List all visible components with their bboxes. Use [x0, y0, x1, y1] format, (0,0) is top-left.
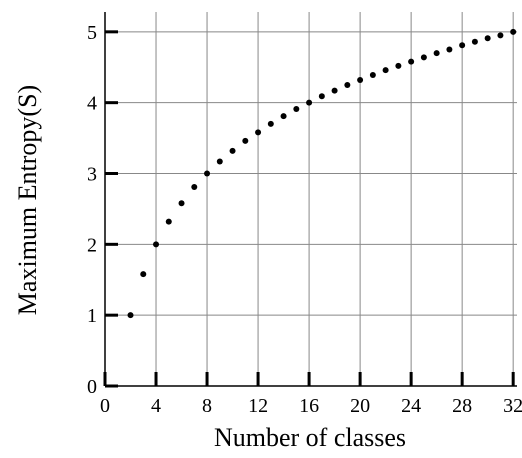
y-tick-label: 3 — [87, 164, 97, 186]
x-tick-label: 16 — [299, 395, 319, 417]
y-tick-label: 1 — [87, 305, 97, 327]
x-tick-label: 8 — [202, 395, 212, 417]
y-axis-label: Maximum Entropy(S) — [13, 85, 42, 315]
x-tick-label: 0 — [100, 395, 110, 417]
x-tick-label: 28 — [452, 395, 472, 417]
point — [229, 147, 236, 154]
point — [357, 77, 364, 83]
x-tick-label: 12 — [248, 395, 268, 417]
x-tick-label: 4 — [151, 395, 161, 417]
point — [242, 137, 249, 144]
point — [204, 170, 211, 177]
point — [446, 46, 453, 53]
point — [510, 28, 517, 35]
point — [382, 67, 389, 74]
point — [497, 32, 504, 39]
point — [331, 87, 338, 94]
point — [459, 42, 466, 49]
y-tick-label: 5 — [87, 22, 97, 44]
point — [127, 312, 134, 319]
point — [420, 54, 427, 61]
point — [395, 62, 402, 69]
point — [293, 106, 300, 113]
point — [191, 183, 198, 190]
point — [255, 129, 262, 136]
x-tick-label: 20 — [350, 395, 370, 417]
point — [280, 113, 287, 120]
point — [318, 93, 325, 100]
point — [408, 58, 415, 65]
x-tick-label: 32 — [503, 395, 522, 417]
point — [433, 50, 440, 57]
y-tick-label: 4 — [87, 93, 97, 115]
point — [140, 271, 147, 278]
point — [344, 81, 351, 88]
y-tick-label: 2 — [87, 234, 97, 256]
point — [267, 120, 274, 127]
y-tick-label: 0 — [87, 376, 97, 398]
point — [165, 218, 172, 225]
point — [153, 241, 160, 248]
x-tick-label: 24 — [401, 395, 421, 417]
point — [306, 99, 313, 106]
point — [484, 35, 491, 42]
point — [216, 158, 223, 165]
point — [369, 72, 376, 79]
point — [471, 38, 478, 45]
point — [178, 200, 185, 207]
x-axis-label: Number of classes — [214, 423, 406, 452]
